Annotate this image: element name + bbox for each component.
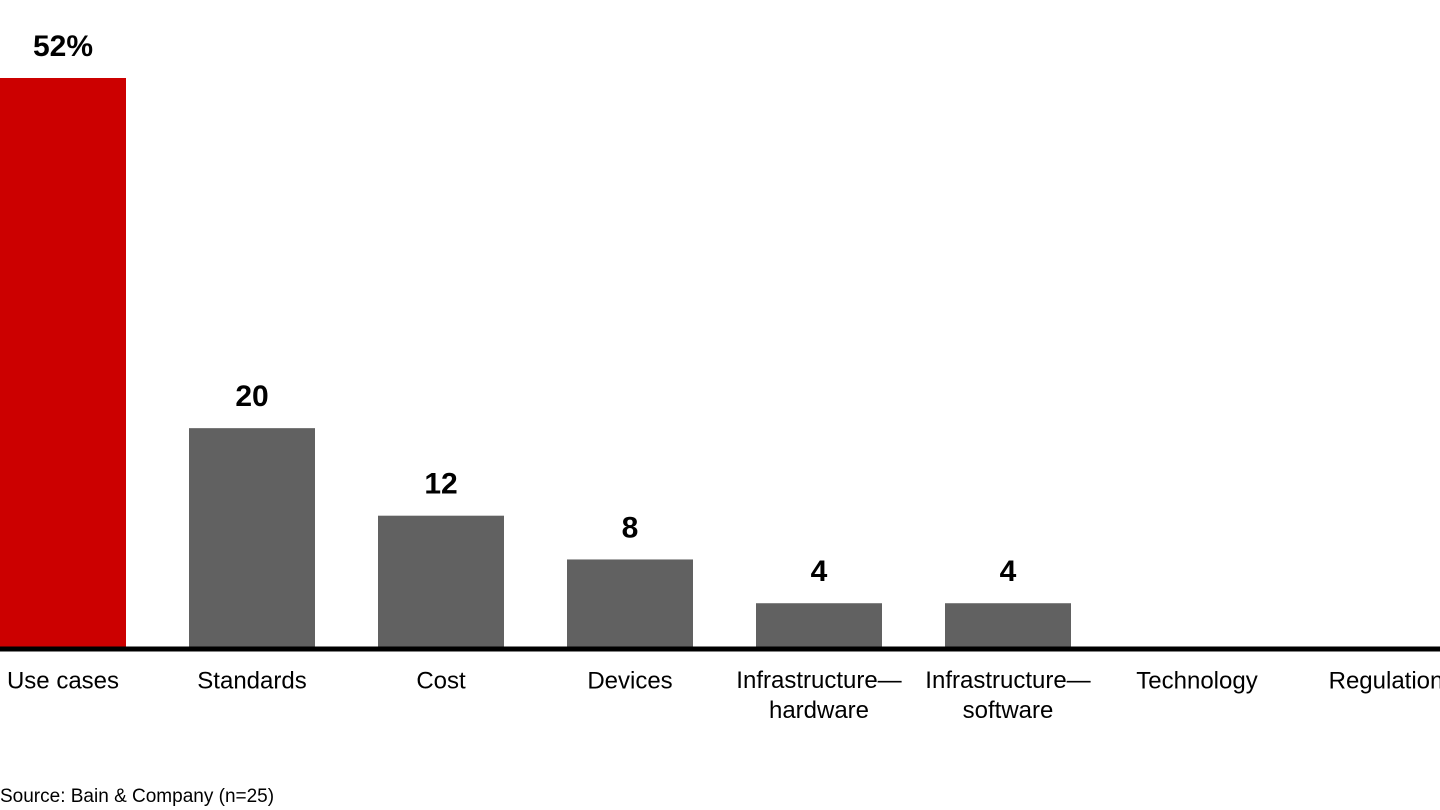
x-tick-label: Infrastructure— software <box>925 667 1090 724</box>
x-tick-label: Cost <box>416 667 466 694</box>
source-note: Source: Bain & Company (n=25) <box>0 786 274 807</box>
value-label: 12 <box>424 468 457 501</box>
x-tick-label: Technology <box>1136 667 1257 694</box>
bar <box>0 78 126 647</box>
value-label: 4 <box>811 555 828 588</box>
x-tick-label: Use cases <box>7 667 119 694</box>
x-tick-label: Regulation <box>1329 667 1440 694</box>
value-label: 52% <box>33 30 93 63</box>
bar <box>945 603 1071 647</box>
bar <box>189 428 315 647</box>
value-label: 20 <box>235 380 268 413</box>
value-label: 4 <box>1000 555 1017 588</box>
value-label: 8 <box>622 511 639 544</box>
bar <box>756 603 882 647</box>
bar <box>378 515 504 647</box>
x-tick-label: Devices <box>587 667 672 694</box>
x-tick-label: Infrastructure— hardware <box>736 667 901 724</box>
bar <box>567 559 693 647</box>
x-tick-label: Standards <box>197 667 306 694</box>
